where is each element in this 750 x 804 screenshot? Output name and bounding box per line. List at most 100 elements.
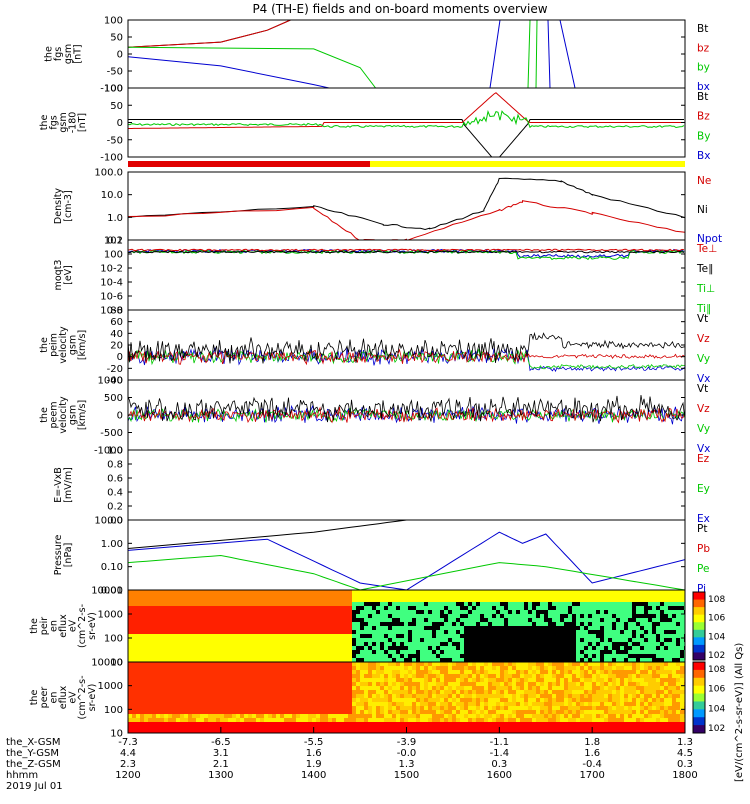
legend-By: By xyxy=(697,130,710,142)
spectrogram-cell xyxy=(192,674,196,678)
spectrogram-cell xyxy=(592,678,596,682)
spectrogram-cell xyxy=(600,646,604,650)
spectrogram-cell xyxy=(600,662,604,666)
spectrogram-cell xyxy=(208,634,212,638)
spectrogram-cell xyxy=(520,630,524,634)
spectrogram-cell xyxy=(320,662,324,666)
spectrogram-cell xyxy=(344,650,348,654)
spectrogram-cell xyxy=(484,706,488,710)
spectrogram-cell xyxy=(428,618,432,622)
spectrogram-cell xyxy=(604,590,608,594)
spectrogram-cell xyxy=(552,694,556,698)
spectrogram-cell xyxy=(544,702,548,706)
spectrogram-cell xyxy=(268,670,272,674)
spectrogram-cell xyxy=(640,650,644,654)
spectrogram-cell xyxy=(208,622,212,626)
spectrogram-cell xyxy=(356,658,360,662)
spectrogram-cell xyxy=(264,690,268,694)
spectrogram-cell xyxy=(552,646,556,650)
spectrogram-cell xyxy=(196,614,200,618)
spectrogram-cell xyxy=(624,626,628,630)
spectrogram-cell xyxy=(348,678,352,682)
spectrogram-cell xyxy=(572,658,576,662)
spectrogram-cell xyxy=(360,650,364,654)
spectrogram-cell xyxy=(272,662,276,666)
spectrogram-cell xyxy=(616,598,620,602)
spectrogram-cell xyxy=(272,670,276,674)
spectrogram-cell xyxy=(292,634,296,638)
spectrogram-cell xyxy=(256,690,260,694)
spectrogram-cell xyxy=(164,710,168,714)
spectrogram-cell xyxy=(344,602,348,606)
spectrogram-cell xyxy=(636,614,640,618)
spectrogram-cell xyxy=(340,598,344,602)
spectrogram-cell xyxy=(260,610,264,614)
spectrogram-cell xyxy=(376,638,380,642)
spectrogram-cell xyxy=(248,614,252,618)
spectrogram-cell xyxy=(660,606,664,610)
spectrogram-cell xyxy=(248,690,252,694)
spectrogram-cell xyxy=(248,642,252,646)
spectrogram-cell xyxy=(536,706,540,710)
spectrogram-cell xyxy=(568,626,572,630)
spectrogram-cell xyxy=(416,722,420,726)
spectrogram-cell xyxy=(328,666,332,670)
spectrogram-cell xyxy=(524,590,528,594)
spectrogram-cell xyxy=(132,626,136,630)
spectrogram-cell xyxy=(592,590,596,594)
spectrogram-cell xyxy=(484,594,488,598)
spectrogram-cell xyxy=(464,630,468,634)
spectrogram-cell xyxy=(228,710,232,714)
spectrogram-cell xyxy=(336,614,340,618)
spectrogram-cell xyxy=(312,714,316,718)
spectrogram-cell xyxy=(452,666,456,670)
spectrogram-cell xyxy=(516,718,520,722)
spectrogram-cell xyxy=(424,682,428,686)
spectrogram-cell xyxy=(544,714,548,718)
spectrogram-cell xyxy=(492,654,496,658)
y-axis-label-line: [mV/m] xyxy=(63,467,74,503)
spectrogram-cell xyxy=(280,702,284,706)
spectrogram-cell xyxy=(560,650,564,654)
spectrogram-cell xyxy=(388,654,392,658)
spectrogram-cell xyxy=(348,706,352,710)
spectrogram-cell xyxy=(224,690,228,694)
spectrogram-cell xyxy=(560,694,564,698)
spectrogram-cell xyxy=(364,718,368,722)
spectrogram-cell xyxy=(236,710,240,714)
spectrogram-cell xyxy=(308,694,312,698)
spectrogram-cell xyxy=(548,602,552,606)
spectrogram-cell xyxy=(276,698,280,702)
spectrogram-cell xyxy=(436,694,440,698)
spectrogram-cell xyxy=(128,666,132,670)
spectrogram-cell xyxy=(516,650,520,654)
spectrogram-cell xyxy=(432,690,436,694)
spectrogram-cell xyxy=(384,618,388,622)
spectrogram-cell xyxy=(280,666,284,670)
spectrogram-cell xyxy=(152,694,156,698)
spectrogram-cell xyxy=(540,654,544,658)
spectrogram-cell xyxy=(356,690,360,694)
spectrogram-cell xyxy=(128,638,132,642)
spectrogram-cell xyxy=(204,646,208,650)
spectrogram-cell xyxy=(592,610,596,614)
spectrogram-cell xyxy=(636,626,640,630)
spectrogram-cell xyxy=(436,682,440,686)
spectrogram-cell xyxy=(484,682,488,686)
spectrogram-cell xyxy=(172,654,176,658)
spectrogram-cell xyxy=(336,638,340,642)
spectrogram-cell xyxy=(204,606,208,610)
spectrogram-cell xyxy=(276,694,280,698)
spectrogram-cell xyxy=(420,706,424,710)
spectrogram-cell xyxy=(192,594,196,598)
spectrogram-cell xyxy=(324,638,328,642)
spectrogram-cell xyxy=(544,706,548,710)
spectrogram-cell xyxy=(516,674,520,678)
spectrogram-cell xyxy=(472,638,476,642)
spectrogram-cell xyxy=(260,690,264,694)
spectrogram-cell xyxy=(568,658,572,662)
spectrogram-cell xyxy=(476,642,480,646)
spectrogram-cell xyxy=(564,626,568,630)
spectrogram-cell xyxy=(504,658,508,662)
spectrogram-cell xyxy=(168,694,172,698)
